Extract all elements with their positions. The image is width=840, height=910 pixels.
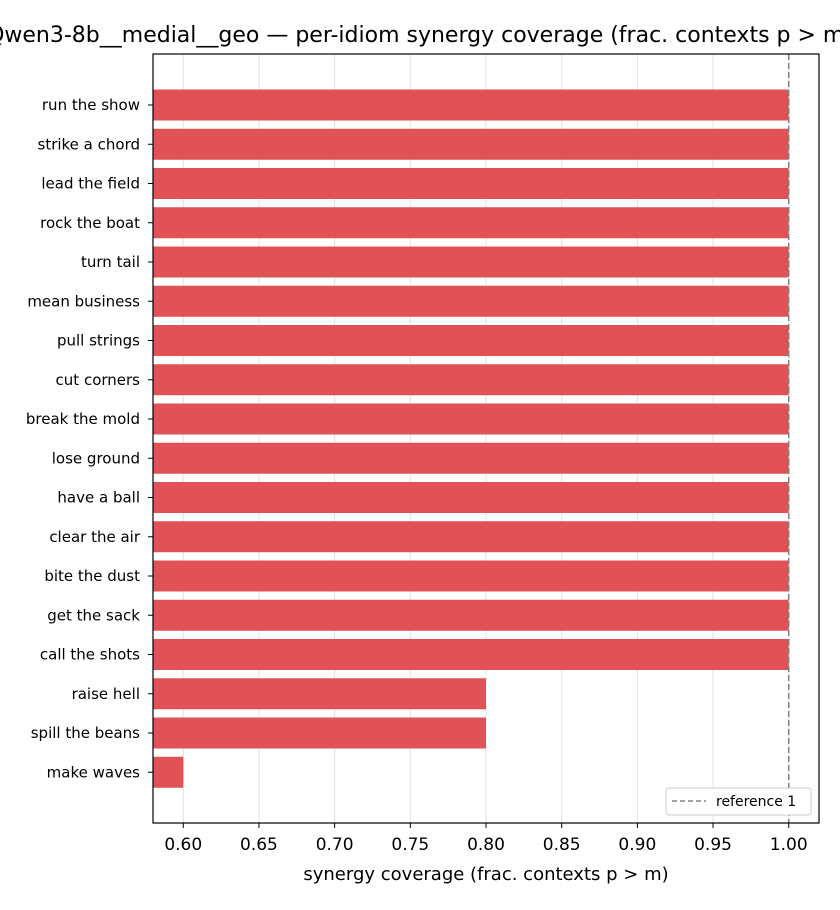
y-tick-label: mean business <box>27 292 140 310</box>
y-tick-label: raise hell <box>72 685 140 703</box>
bar <box>153 521 789 553</box>
y-tick-label: break the mold <box>26 410 140 428</box>
bars <box>153 89 789 788</box>
y-tick-label: have a ball <box>57 489 140 507</box>
x-tick-label: 0.95 <box>694 835 732 855</box>
y-tick-label: strike a chord <box>38 135 141 153</box>
y-tick-label: pull strings <box>57 332 140 350</box>
bar <box>153 285 789 317</box>
x-tick-label: 0.90 <box>618 835 656 855</box>
y-tick-label: call the shots <box>40 646 140 664</box>
y-tick-label: make waves <box>47 763 141 781</box>
legend-box <box>665 787 812 816</box>
y-tick-label: spill the beans <box>31 724 140 742</box>
bar <box>153 89 789 121</box>
legend: reference 1 <box>665 787 812 816</box>
y-tick-label: rock the boat <box>40 214 140 232</box>
bar <box>153 717 486 749</box>
x-tick-label: 0.80 <box>467 835 505 855</box>
x-axis-label: synergy coverage (frac. contexts p > m) <box>303 864 668 885</box>
y-tick-label: lose ground <box>52 449 140 467</box>
chart-title: Qwen3-8b__medial__geo — per-idiom synerg… <box>0 23 840 48</box>
y-tick-label: turn tail <box>81 253 140 271</box>
bar <box>153 403 789 435</box>
bar <box>153 482 789 513</box>
y-ticks: run the show strike a chord lead the field… <box>26 96 153 781</box>
y-tick-label: lead the field <box>41 175 140 193</box>
legend-label: reference 1 <box>716 794 796 810</box>
bar <box>153 756 184 788</box>
y-tick-label: run the show <box>42 96 140 114</box>
bar <box>153 207 789 239</box>
bar <box>153 639 789 670</box>
x-tick-label: 1.00 <box>770 835 808 855</box>
bar <box>153 442 789 474</box>
bar <box>153 560 789 592</box>
y-tick-label: cut corners <box>56 371 141 389</box>
x-tick-label: 0.70 <box>316 835 354 855</box>
x-tick-label: 0.85 <box>543 835 581 855</box>
bar <box>153 599 789 631</box>
x-ticks: 0.60 0.65 0.70 0.75 0.80 0.85 0.90 0.95 1.00 <box>164 823 808 855</box>
bar <box>153 128 789 160</box>
bar <box>153 678 486 710</box>
x-tick-label: 0.60 <box>164 835 202 855</box>
bar <box>153 246 789 278</box>
x-tick-label: 0.65 <box>240 835 278 855</box>
x-tick-label: 0.75 <box>391 835 429 855</box>
y-tick-label: get the sack <box>47 606 140 624</box>
bar <box>153 364 789 396</box>
bar <box>153 325 789 356</box>
y-tick-label: clear the air <box>49 528 141 546</box>
y-tick-label: bite the dust <box>44 567 140 585</box>
bar <box>153 168 789 199</box>
